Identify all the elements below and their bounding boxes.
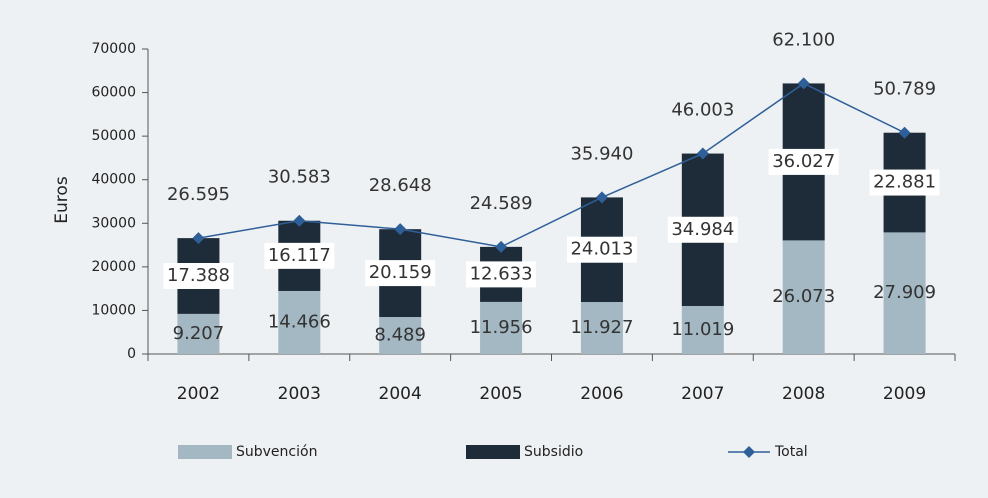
data-label-box [466, 261, 537, 288]
data-label: 28.648 [369, 175, 432, 196]
data-label: 50.789 [873, 79, 936, 100]
data-label-box [365, 260, 436, 287]
total-marker [797, 77, 810, 90]
legend-marker [743, 446, 755, 458]
data-label-box [667, 216, 738, 243]
x-tick-label: 2009 [883, 384, 926, 404]
total-marker [495, 240, 508, 253]
bar-segment [580, 302, 623, 354]
data-label-box [566, 236, 637, 263]
total-marker [293, 214, 306, 227]
data-label-box [264, 242, 335, 269]
x-tick-label: 2002 [177, 384, 220, 404]
x-tick-label: 2007 [681, 384, 724, 404]
data-label: 24.013 [570, 239, 633, 260]
legend-label: Total [774, 444, 808, 460]
data-label: 11.927 [570, 317, 633, 338]
bar-segment [883, 232, 926, 354]
y-tick-label: 20000 [91, 259, 136, 275]
total-marker [898, 126, 911, 139]
data-label: 11.019 [671, 319, 734, 340]
data-label: 14.466 [268, 311, 331, 332]
legend-label: Subvención [236, 444, 317, 460]
total-marker [394, 223, 407, 236]
total-marker [696, 147, 709, 160]
y-tick-label: 0 [127, 346, 136, 362]
data-label: 22.881 [873, 172, 936, 193]
total-marker [595, 191, 608, 204]
bar-segment [480, 301, 523, 354]
data-label: 20.159 [369, 262, 432, 283]
y-tick-label: 40000 [91, 172, 136, 188]
bar-segment [278, 290, 321, 354]
data-label: 46.003 [671, 100, 734, 121]
data-label: 62.100 [772, 29, 835, 50]
bar-segment [782, 240, 825, 354]
data-label: 30.583 [268, 167, 331, 188]
data-label: 8.489 [374, 325, 426, 346]
data-label: 11.956 [470, 317, 533, 338]
y-tick-label: 60000 [91, 85, 136, 101]
bar-segment [681, 305, 724, 354]
y-tick-label: 50000 [91, 128, 136, 144]
data-label: 16.117 [268, 245, 331, 266]
legend-swatch [466, 445, 520, 459]
x-tick-label: 2005 [479, 384, 522, 404]
data-label-box [869, 169, 940, 196]
data-label: 34.984 [671, 219, 734, 240]
x-tick-label: 2006 [580, 384, 623, 404]
bar-segment [379, 317, 422, 354]
y-tick-label: 10000 [91, 302, 136, 318]
data-label: 26.073 [772, 286, 835, 307]
data-label: 26.595 [167, 184, 230, 205]
data-label-box [768, 148, 839, 175]
data-label: 9.207 [173, 323, 225, 344]
x-tick-label: 2008 [782, 384, 825, 404]
y-axis-title: Euros [52, 176, 72, 224]
y-tick-label: 30000 [91, 215, 136, 231]
legend-label: Subsidio [524, 444, 583, 460]
total-line [198, 82, 905, 248]
data-label: 17.388 [167, 265, 230, 286]
data-label: 12.633 [470, 263, 533, 284]
x-tick-label: 2004 [379, 384, 422, 404]
y-tick-label: 70000 [91, 41, 136, 57]
total-marker [192, 232, 205, 245]
bar-segment [177, 313, 220, 354]
legend-swatch [178, 445, 232, 459]
data-label: 36.027 [772, 151, 835, 172]
data-label: 24.589 [470, 193, 533, 214]
data-label: 35.940 [570, 143, 633, 164]
data-label: 27.909 [873, 282, 936, 303]
x-tick-label: 2003 [278, 384, 321, 404]
data-label-box [163, 263, 234, 290]
